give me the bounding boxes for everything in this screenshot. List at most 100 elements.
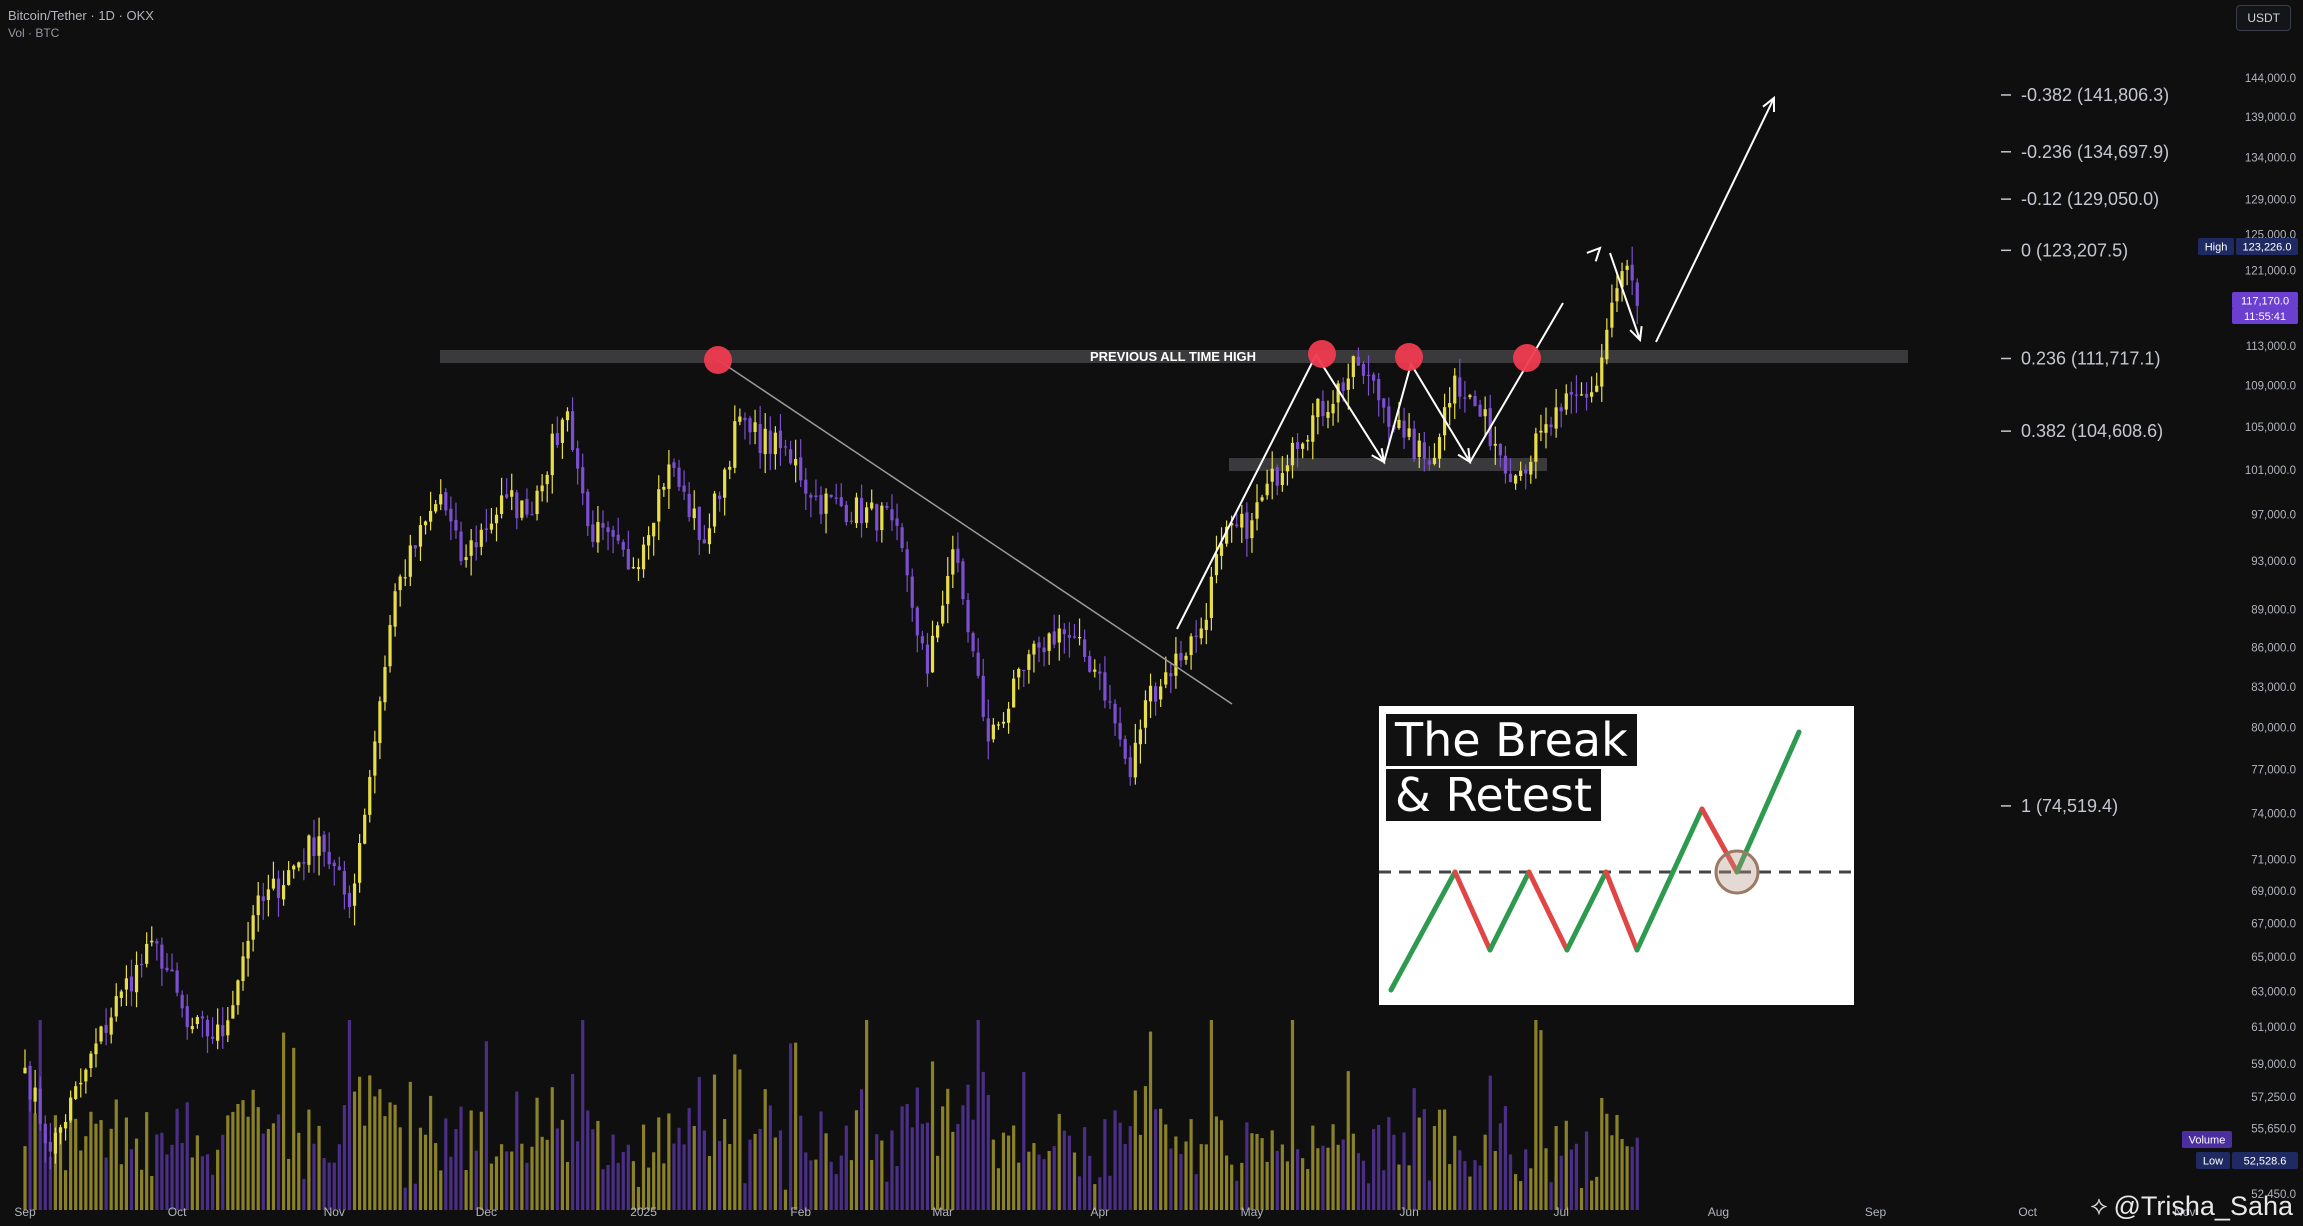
candle-body [824,493,828,514]
volume-bar [768,1105,772,1210]
candle-body [1336,383,1340,403]
candle-body [1458,377,1462,397]
candle-body [459,531,463,562]
volume-bar [155,1134,159,1210]
volume-bar [778,1130,783,1210]
candle-body [1422,442,1426,459]
candle-body [1427,460,1431,465]
candle-body [1508,473,1513,483]
time-tick-label: Feb [790,1205,811,1219]
volume-bar [63,1170,68,1210]
time-tick-label: Apr [1090,1205,1109,1219]
volume-bar [677,1127,681,1210]
candle-body [1240,513,1244,528]
volume-bar [910,1127,914,1210]
volume-bar [885,1181,889,1210]
candle-body [190,1026,194,1030]
candle-body [388,624,392,667]
candle-body [393,591,397,627]
candle-body [48,1141,52,1152]
volume-bar [1574,1143,1579,1210]
volume-bar [636,1186,641,1210]
candle-body [1062,629,1066,635]
candle-body [1524,469,1528,474]
candle-body [1559,407,1563,412]
candle-body [449,508,453,522]
candle-body [1306,439,1310,442]
zigzag-down-segment [1699,806,1740,875]
candle-body [104,1024,108,1033]
candle-body [1453,375,1457,404]
touch-marker [704,346,732,374]
volume-bar [1032,1143,1036,1210]
volume-bar [1569,1149,1573,1210]
volume-bar [1366,1183,1371,1210]
arrow-head [1629,325,1643,343]
volume-bar [28,1080,32,1210]
volume-bar [1214,1116,1219,1210]
candle-body [981,675,985,717]
time-tick-label: Dec [476,1205,497,1219]
volume-bar [114,1099,118,1210]
candle-body [1027,654,1031,670]
time-axis[interactable]: Sep Oct Nov Dec 2025 Feb Mar Apr May Jun Jul Aug Sep… [14,1205,2195,1219]
volume-bar [1037,1154,1041,1210]
countdown-badge-bg [2232,308,2298,324]
candle-body [1138,729,1142,745]
volume-bar [1564,1120,1568,1210]
candle-body [358,843,362,883]
volume-bar [226,1115,230,1210]
candle-body [717,495,722,500]
price-tick-label: 105,000.0 [2245,422,2296,434]
candle-body [434,504,438,512]
candle-body [1108,701,1112,703]
price-tick-label: 144,000.0 [2245,73,2296,85]
volume-bar [1483,1134,1487,1210]
candle-body [1584,393,1589,398]
candle-body [1280,473,1284,486]
volume-bar [1397,1164,1401,1210]
price-tick-label: 129,000.0 [2245,195,2296,207]
candle-body [1387,406,1391,427]
candle-body [1128,757,1132,777]
arrow-head [1371,448,1386,464]
candle-body [890,509,894,521]
candle-body [1012,678,1016,708]
candle-body [1224,526,1229,544]
volume-bar [1275,1150,1279,1210]
volume-bar [991,1139,995,1210]
candle-body [1346,378,1350,390]
candle-body [1250,520,1254,539]
volume-bar [550,1087,554,1210]
volume-bar [1549,1182,1553,1210]
volume-bar [1113,1110,1117,1210]
price-tick-label: 63,000.0 [2251,986,2296,998]
candle-body [707,528,712,545]
volume-bar [1625,1146,1629,1210]
candle-body [1047,633,1051,651]
volume-bar [875,1134,879,1210]
candle-body [1006,708,1011,723]
currency-button[interactable]: USDT [2236,5,2291,31]
volume-bar [1301,1158,1305,1210]
fib-level-label: -0.236 (134,697.9) [2021,142,2169,162]
candle-body [1265,483,1269,496]
candle-body [383,667,387,703]
candle-body [1037,642,1041,648]
volume-bar [48,1156,52,1210]
candle-body [1377,379,1381,401]
volume-bar [905,1104,909,1210]
candle-body [834,497,838,499]
candle-body [231,1005,235,1019]
volume-bar [276,1114,281,1210]
candle-body [261,896,265,901]
price-tick-label: 74,000.0 [2251,809,2296,821]
candle-body [1214,554,1219,576]
candle-body [489,523,494,530]
touch-marker [1513,344,1541,372]
candle-body [986,718,990,742]
volume-bar [925,1122,930,1210]
volume-bar [743,1183,747,1210]
volume-bar [1473,1160,1477,1210]
